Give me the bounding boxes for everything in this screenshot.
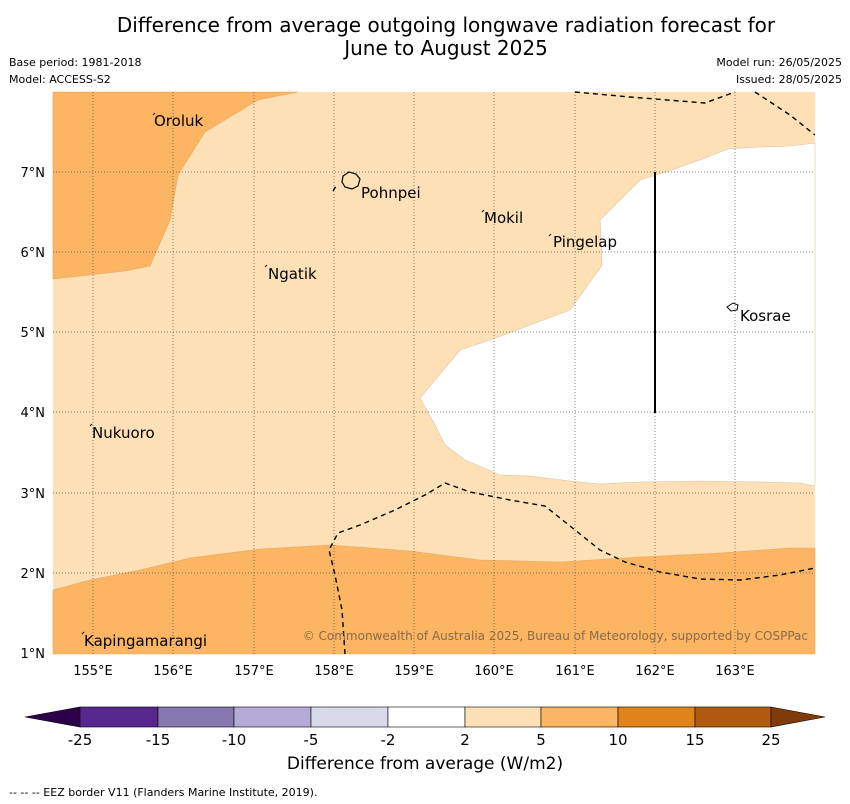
- longitude-tick-labels: 155°E 156°E 157°E 158°E 159°E 160°E 161°…: [73, 664, 755, 679]
- latitude-tick-labels: 7°N 6°N 5°N 4°N 3°N 2°N 1°N: [21, 166, 46, 662]
- contour-region-white: [419, 142, 816, 487]
- lon-tick-158e: 158°E: [314, 664, 354, 679]
- colorbar-segment-6: [464, 706, 542, 728]
- cb-tick-9: 15: [685, 731, 704, 749]
- cb-tick-4: -5: [304, 731, 319, 749]
- lon-tick-155e: 155°E: [73, 664, 113, 679]
- meta-left: Base period: 1981-2018 Model: ACCESS-S2: [9, 54, 141, 88]
- cb-tick-1: -25: [68, 731, 93, 749]
- title-line-1: Difference from average outgoing longwav…: [116, 13, 776, 37]
- cb-tick-3: -10: [222, 731, 247, 749]
- lat-tick-5n: 5°N: [21, 326, 46, 341]
- lat-tick-2n: 2°N: [21, 567, 46, 582]
- colorbar-segment-8: [617, 706, 696, 728]
- cb-tick-8: 10: [608, 731, 627, 749]
- lon-tick-159e: 159°E: [394, 664, 434, 679]
- colorbar-segment-7: [540, 706, 619, 728]
- colorbar-tick-labels: -25 -15 -10 -5 -2 2 5 10 15 25: [68, 731, 781, 749]
- eez-footnote: -- -- -- EEZ border V11 (Flanders Marine…: [9, 786, 318, 799]
- place-label-kosrae: Kosrae: [740, 307, 791, 325]
- lon-tick-163e: 163°E: [715, 664, 755, 679]
- colorbar-segment-3: [233, 706, 312, 728]
- lon-tick-161e: 161°E: [555, 664, 595, 679]
- colorbar-segment-5: [387, 706, 466, 728]
- lat-tick-1n: 1°N: [21, 647, 46, 662]
- place-label-pingelap: Pingelap: [553, 233, 617, 251]
- colorbar: [24, 706, 826, 728]
- colorbar-extend-high: [770, 706, 826, 728]
- place-label-pohnpei: Pohnpei: [361, 184, 421, 202]
- contour-region-nw: [52, 91, 299, 280]
- colorbar-segment-4: [310, 706, 389, 728]
- lat-tick-6n: 6°N: [21, 246, 46, 261]
- lat-tick-4n: 4°N: [21, 406, 46, 421]
- island-markers: [81, 112, 552, 635]
- colorbar-label: Difference from average (W/m2): [286, 754, 564, 774]
- model-run: Model run: 26/05/2025: [716, 56, 842, 69]
- place-label-kapingamarangi: Kapingamarangi: [84, 632, 207, 650]
- issued-date: Issued: 28/05/2025: [735, 73, 842, 86]
- chart-title: Difference from average outgoing longwav…: [0, 14, 850, 60]
- place-label-nukuoro: Nukuoro: [92, 424, 155, 442]
- colorbar-extend-low: [24, 706, 81, 728]
- eez-borders: [328, 91, 816, 655]
- place-label-ngatik: Ngatik: [268, 265, 317, 283]
- base-period: Base period: 1981-2018: [9, 56, 142, 69]
- kosrae-island-outline: [726, 302, 739, 312]
- lat-tick-3n: 3°N: [21, 487, 46, 502]
- title-line-2: June to August 2025: [344, 36, 548, 60]
- colorbar-segment-9: [694, 706, 772, 728]
- lon-tick-157e: 157°E: [234, 664, 274, 679]
- lat-tick-7n: 7°N: [21, 166, 46, 181]
- cb-tick-7: 5: [536, 731, 546, 749]
- colorbar-segment-2: [157, 706, 235, 728]
- pohnpei-island-outline: [341, 171, 361, 190]
- cb-tick-5: -2: [381, 731, 396, 749]
- lon-tick-162e: 162°E: [635, 664, 675, 679]
- meta-right: Model run: 26/05/2025 Issued: 28/05/2025: [716, 54, 842, 88]
- cb-tick-2: -15: [146, 731, 171, 749]
- place-label-oroluk: Oroluk: [154, 112, 203, 130]
- contour-region-south: [52, 544, 816, 655]
- cb-tick-10: 25: [761, 731, 780, 749]
- colorbar-segment-1: [79, 706, 159, 728]
- lon-tick-160e: 160°E: [474, 664, 514, 679]
- copyright-notice: © Commonwealth of Australia 2025, Bureau…: [303, 629, 808, 643]
- cb-tick-6: 2: [460, 731, 470, 749]
- lon-tick-156e: 156°E: [153, 664, 193, 679]
- place-label-mokil: Mokil: [484, 209, 523, 227]
- latitude-gridlines: [53, 171, 815, 574]
- model-name: Model: ACCESS-S2: [9, 73, 111, 86]
